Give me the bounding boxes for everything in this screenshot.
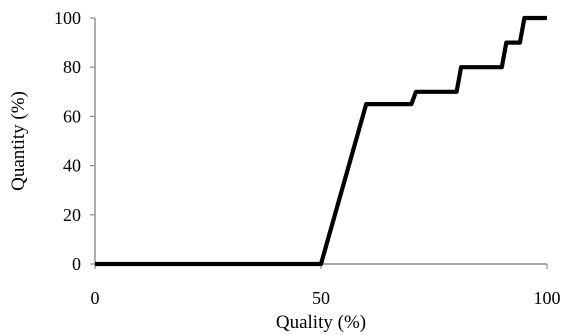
y-tick-label: 40 [63,156,81,176]
ticks: 0 20 40 60 80 100 0 50 100 [54,8,561,308]
y-tick-label: 0 [72,254,81,274]
y-tick-label: 60 [63,106,81,126]
y-tick-label: 20 [63,205,81,225]
y-axis-title: Quantity (%) [8,91,29,191]
x-tick-label: 50 [312,288,330,308]
series-layer [95,15,547,267]
x-tick-label: 0 [91,288,100,308]
axes [94,18,547,265]
y-tick-label: 100 [54,8,81,28]
series-line [95,15,547,267]
x-tick-label: 100 [534,288,561,308]
y-tick-label: 80 [63,57,81,77]
x-axis-title: Quality (%) [276,312,366,333]
